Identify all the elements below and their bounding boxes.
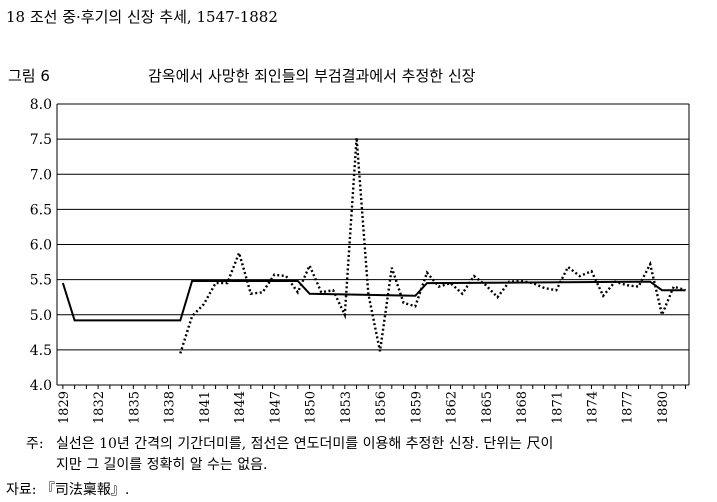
x-tick-label: 1868 (515, 391, 530, 424)
figure-label: 그림 6 (8, 67, 50, 85)
y-tick-label: 4.0 (30, 378, 52, 394)
x-tick-label: 1844 (233, 391, 248, 424)
source-line: 자료: 『司法稟報』. (6, 482, 130, 498)
y-tick-label: 7.0 (30, 167, 52, 183)
x-tick-label: 1838 (163, 391, 178, 424)
y-tick-label: 6.0 (30, 238, 52, 254)
x-tick-label: 1880 (656, 391, 671, 424)
x-tick-label: 1877 (621, 391, 636, 424)
x-tick-label: 1856 (374, 391, 389, 424)
y-tick-label: 8.0 (30, 97, 52, 113)
series-line-solid (61, 280, 686, 322)
x-tick-label: 1865 (480, 391, 495, 424)
note-line-2: 지만 그 길이를 정확히 알 수는 없음. (56, 457, 268, 473)
x-tick-label: 1829 (57, 391, 72, 424)
x-tick-label: 1874 (585, 391, 600, 424)
y-tick-label: 4.5 (30, 343, 52, 359)
y-tick-label: 6.5 (30, 202, 52, 218)
figure-title: 감옥에서 사망한 죄인들의 부검결과에서 추정한 신장 (148, 67, 476, 85)
x-tick-label: 1859 (409, 391, 424, 424)
y-tick-label: 5.0 (30, 308, 52, 324)
y-tick-label: 7.5 (30, 132, 52, 148)
x-tick-label: 1841 (198, 391, 213, 424)
page-header: 18 조선 중·후기의 신장 추세, 1547-1882 (6, 8, 278, 26)
x-tick-label: 1835 (127, 391, 142, 424)
x-tick-label: 1832 (92, 391, 107, 424)
series-line-dotted (179, 137, 686, 354)
y-tick-label: 5.5 (30, 273, 52, 289)
x-tick-label: 1853 (339, 391, 354, 424)
height-chart: 4.0 4.5 5.0 5.5 6.0 6.5 7.0 7.5 8.0 1829 1832 1835 1… (30, 97, 690, 424)
note-line-1: 실선은 10년 간격의 기간더미를, 점선은 연도더미를 이용해 추정한 신장.… (56, 436, 554, 452)
x-tick-label: 1862 (445, 391, 460, 424)
x-tick-label: 1850 (304, 391, 319, 424)
note-lead: 주: (26, 436, 44, 452)
x-tick-label: 1847 (268, 391, 283, 424)
x-tick-label: 1871 (550, 391, 565, 424)
